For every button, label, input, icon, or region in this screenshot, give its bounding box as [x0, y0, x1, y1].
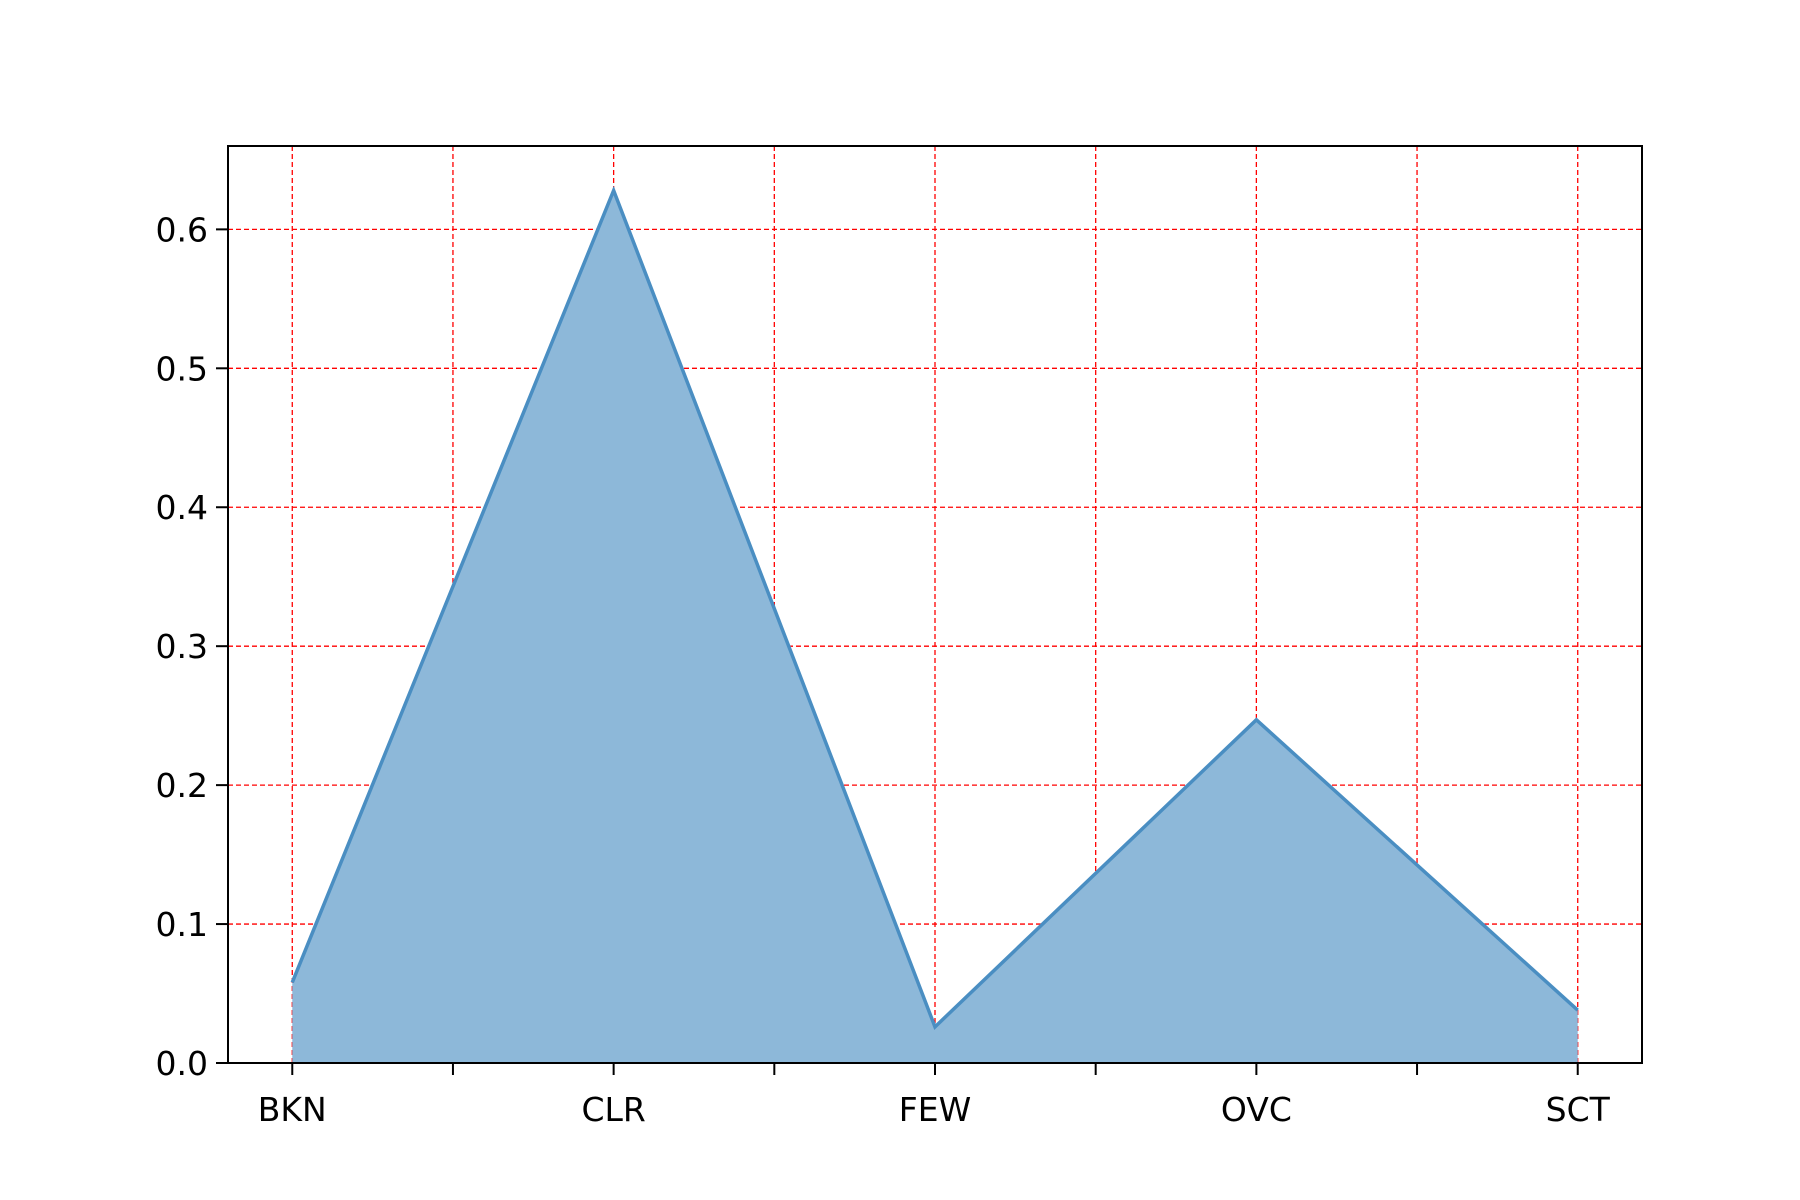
x-tick-label-clr: CLR: [581, 1090, 645, 1129]
x-tick-label-sct: SCT: [1546, 1090, 1611, 1129]
y-tick-label: 0.5: [156, 349, 208, 388]
x-tick-label-few: FEW: [899, 1090, 971, 1129]
y-axis-ticks: 0.0 0.1 0.2 0.3 0.4 0.5 0.6: [156, 210, 228, 1083]
y-tick-label: 0.4: [156, 488, 208, 527]
y-tick-label: 0.1: [156, 905, 208, 944]
x-tick-label-ovc: OVC: [1221, 1090, 1292, 1129]
data-area: [290, 185, 1579, 1064]
x-axis-ticks: BKN CLR FEW OVC SCT: [258, 1063, 1611, 1129]
y-tick-label: 0.0: [156, 1044, 208, 1083]
y-tick-label: 0.3: [156, 627, 208, 666]
y-tick-label: 0.6: [156, 210, 208, 249]
y-tick-label: 0.2: [156, 766, 208, 805]
x-tick-label-bkn: BKN: [258, 1090, 327, 1129]
area-fill: [292, 190, 1578, 1064]
